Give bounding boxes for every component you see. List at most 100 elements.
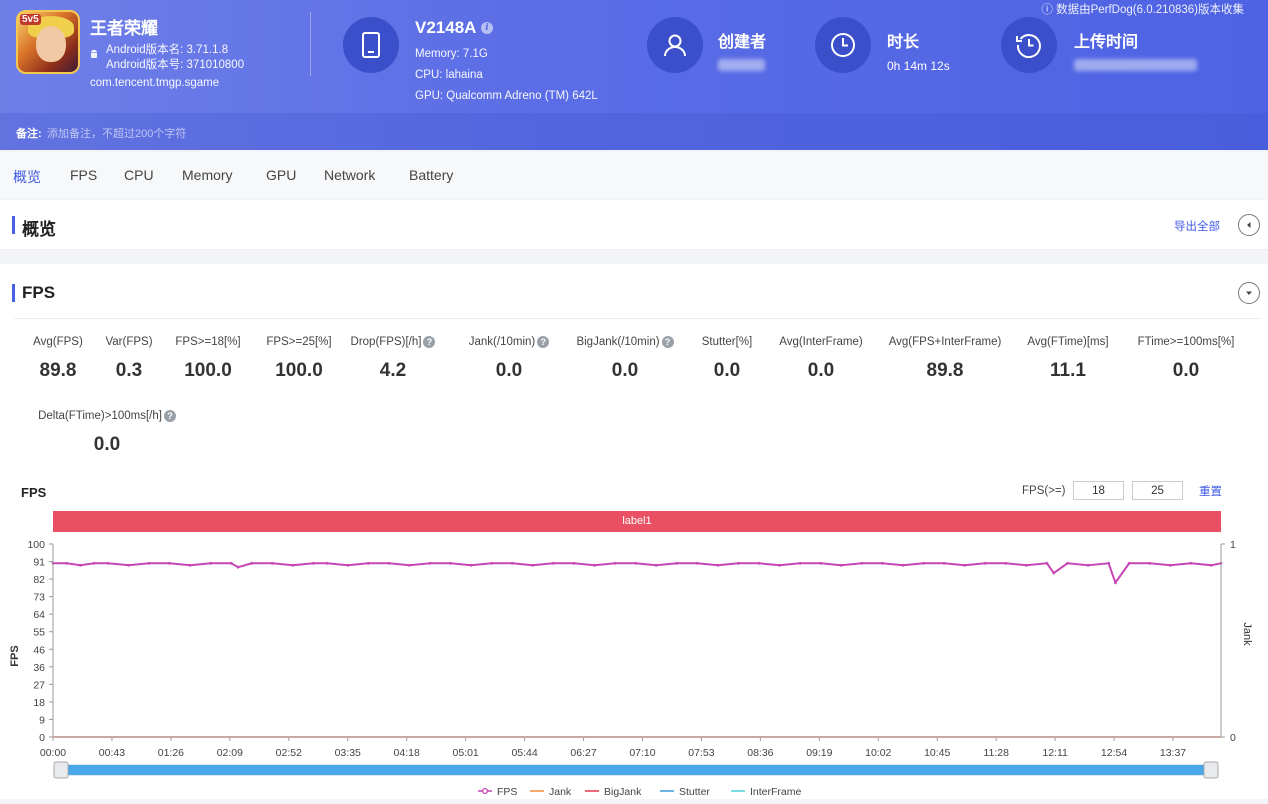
- metric-label: Avg(FPS+InterFrame): [888, 336, 1002, 348]
- y-tick-label: 46: [33, 644, 45, 656]
- collapse-down-button[interactable]: [1238, 282, 1260, 304]
- collapse-left-button[interactable]: [1238, 214, 1260, 236]
- tab-network[interactable]: Network: [324, 167, 376, 183]
- fps-data-point: [572, 561, 576, 565]
- fps-chart: 100 91 82 73 64 55 46 36 27 18 9 0 1 0 00:00 00:43 01:…: [9, 539, 1253, 798]
- x-tick-label: 07:53: [688, 747, 714, 759]
- fps-data-point: [922, 561, 925, 565]
- tab-battery[interactable]: Battery: [409, 167, 454, 183]
- help-icon[interactable]: ?: [537, 336, 550, 348]
- device-info-icon[interactable]: i: [481, 22, 493, 34]
- legend-item-fps[interactable]: FPS: [478, 786, 517, 798]
- fps-series-line: [53, 562, 1222, 585]
- zoom-handle-left[interactable]: [53, 761, 69, 779]
- fps-data-point: [531, 563, 535, 567]
- remark-bar[interactable]: 备注: 添加备注，不超过200个字符: [0, 113, 1268, 150]
- device-memory: Memory: 7.1G: [415, 48, 488, 60]
- metric-label: Jank(/10min): [468, 336, 536, 348]
- fps-data-point: [839, 563, 843, 567]
- fps-data-point: [1086, 563, 1090, 567]
- fps-data-point: [983, 561, 987, 565]
- fps-threshold-2-input[interactable]: [1132, 481, 1183, 500]
- fps-data-point: [737, 561, 740, 565]
- tab-overview[interactable]: 概览: [13, 169, 41, 185]
- metric-11: FTime>=100ms[%] 0.0: [1106, 336, 1266, 382]
- fps-data-point: [147, 561, 151, 565]
- legend-item-jank[interactable]: Jank: [530, 786, 572, 798]
- user-icon: [647, 17, 703, 73]
- metric-value: 0.0: [93, 434, 121, 455]
- fps-data-point: [65, 561, 69, 565]
- fps-data-point: [1045, 561, 1049, 565]
- x-tick-label: 01:26: [158, 747, 184, 759]
- fps-data-point: [469, 563, 473, 567]
- remark-input[interactable]: 添加备注，不超过200个字符: [47, 128, 187, 140]
- zoom-handle-right[interactable]: [1203, 761, 1219, 779]
- overview-card: 概览 导出全部: [0, 200, 1268, 250]
- creator-title: 创建者: [718, 34, 767, 51]
- help-icon[interactable]: ?: [661, 336, 674, 348]
- fps-data-point: [634, 561, 638, 565]
- app-name: 王者荣耀: [90, 19, 158, 38]
- metric-12: Delta(FTime)>100ms[/h]? 0.0: [27, 410, 187, 456]
- export-all-link[interactable]: 导出全部: [1174, 221, 1220, 233]
- metric-3: FPS>=25[%] 100.0: [219, 336, 379, 382]
- fps-data-point: [1024, 563, 1028, 567]
- help-icon[interactable]: ?: [163, 410, 176, 422]
- legend-item-bigjank[interactable]: BigJank: [585, 786, 642, 798]
- app-icon: 5v5: [16, 10, 80, 74]
- fps-threshold-1-input[interactable]: [1073, 481, 1124, 500]
- fps-data-point: [819, 561, 823, 565]
- fps-data-point: [778, 563, 781, 567]
- y-tick-label: 64: [33, 609, 45, 621]
- tab-cpu[interactable]: CPU: [124, 167, 154, 183]
- fps-data-point: [168, 561, 171, 565]
- zoom-slider-range[interactable]: [62, 765, 1210, 775]
- fps-data-point: [757, 561, 761, 565]
- app-version-code: Android版本号: 371010800: [106, 59, 245, 71]
- x-tick-label: 07:10: [629, 747, 655, 759]
- device-gpu: GPU: Qualcomm Adreno (TM) 642L: [415, 90, 598, 102]
- history-icon: [1001, 17, 1057, 73]
- device-name: V2148A: [415, 18, 477, 37]
- legend-item-interframe[interactable]: InterFrame: [731, 786, 802, 798]
- device-cpu: CPU: lahaina: [415, 69, 483, 81]
- metric-label: Drop(FPS)[/h]: [350, 336, 422, 348]
- y-tick-label: 0: [39, 732, 45, 744]
- y2-axis-label: Jank: [1241, 622, 1253, 646]
- label-band[interactable]: label1: [53, 511, 1221, 532]
- report-header: 5v5 王者荣耀 Android版本名: 3.71.1.8 Android版本号…: [0, 0, 1268, 150]
- metric-value: 0.0: [807, 360, 835, 381]
- app-version-name: Android版本名: 3.71.1.8: [106, 44, 229, 56]
- legend-item-stutter[interactable]: Stutter: [660, 786, 710, 798]
- fps-data-point: [106, 561, 110, 565]
- duration-title: 时长: [887, 34, 920, 51]
- metric-7: Stutter[%] 0.0: [647, 336, 807, 382]
- help-icon[interactable]: ?: [423, 336, 436, 348]
- metric-4: Drop(FPS)[/h]? 4.2: [313, 336, 473, 382]
- y-axis-label: FPS: [9, 645, 21, 666]
- remark-label: 备注:: [16, 128, 42, 140]
- fps-section-divider: [14, 318, 1262, 319]
- x-tick-label: 12:11: [1042, 747, 1068, 759]
- app-package: com.tencent.tmgp.sgame: [90, 77, 220, 89]
- fps-data-point: [860, 561, 864, 565]
- fps-data-point: [1148, 561, 1152, 565]
- upload-time-redacted: [1074, 59, 1197, 71]
- metric-value: 100.0: [184, 360, 232, 381]
- y-tick-label: 55: [33, 627, 45, 639]
- fps-data-point: [188, 563, 192, 567]
- fps-data-point: [346, 563, 350, 567]
- reset-link[interactable]: 重置: [1199, 486, 1222, 498]
- tab-memory[interactable]: Memory: [182, 167, 233, 183]
- metric-value: 4.2: [379, 360, 407, 381]
- fps-data-point: [325, 561, 329, 565]
- fps-data-point: [209, 561, 213, 565]
- tab-fps[interactable]: FPS: [70, 167, 98, 183]
- fps-data-point: [716, 563, 720, 567]
- x-tick-label: 12:54: [1101, 747, 1127, 759]
- tab-gpu[interactable]: GPU: [266, 167, 297, 183]
- tab-bar: 概览 FPS CPU Memory GPU Network Battery: [0, 152, 1268, 198]
- legend-label: Jank: [549, 786, 572, 798]
- y-tick-label: 73: [33, 592, 45, 604]
